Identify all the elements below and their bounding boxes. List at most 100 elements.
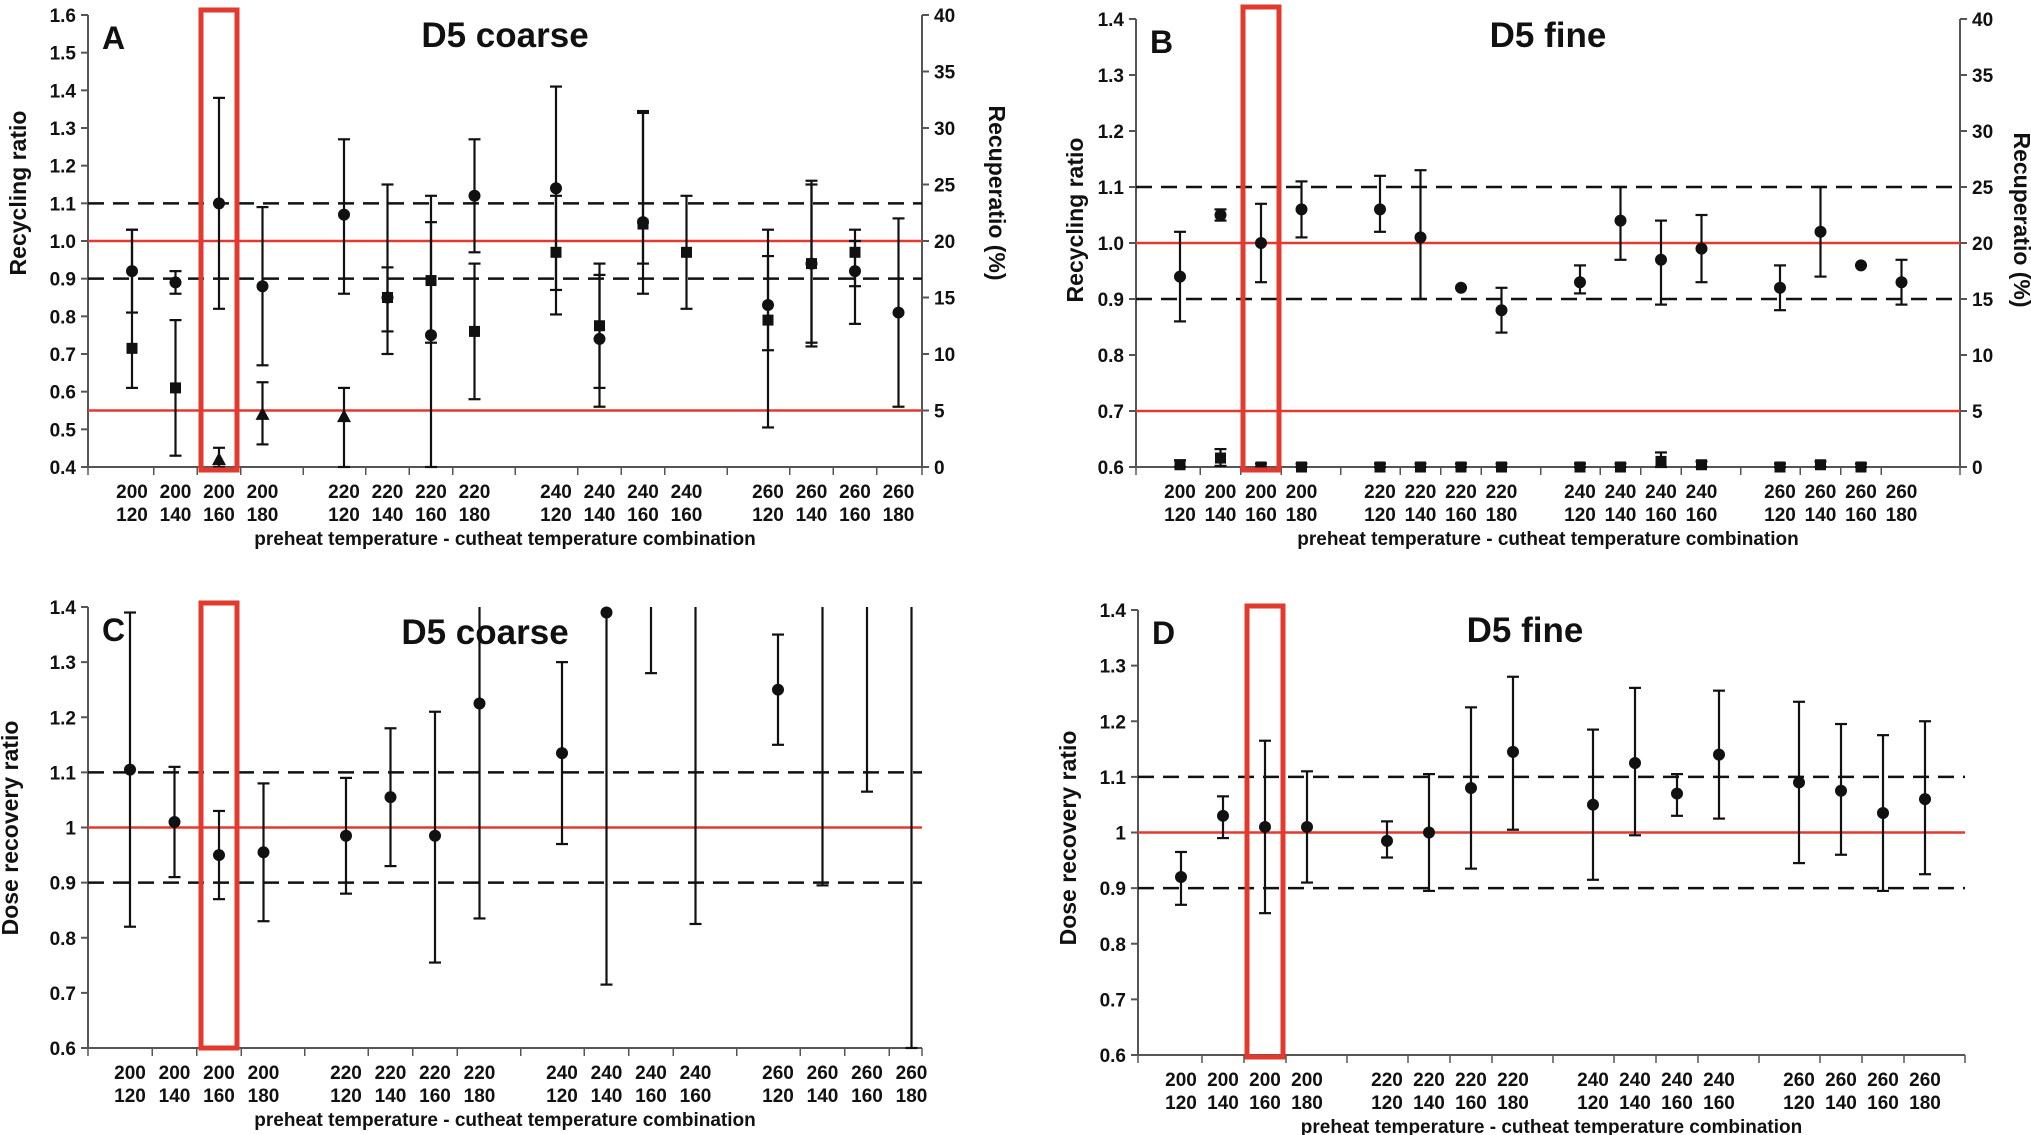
data-point-circle bbox=[1835, 784, 1847, 797]
chart-title: D5 coarse bbox=[421, 16, 588, 55]
data-point-circle bbox=[1671, 787, 1683, 800]
y-tick-label: 1.3 bbox=[50, 653, 76, 674]
y-tick-label: 0.6 bbox=[1098, 458, 1124, 479]
panel-label: A bbox=[102, 20, 125, 56]
x-category-label-bottom: 160 bbox=[851, 1086, 883, 1107]
y-axis-title: Dose recovery ratio bbox=[0, 721, 23, 936]
panel-label: C bbox=[102, 612, 125, 648]
y-right-tick-label: 15 bbox=[1972, 290, 1994, 311]
y-tick-label: 1.2 bbox=[50, 157, 76, 178]
y-tick-label: 1.3 bbox=[1100, 657, 1126, 678]
x-category-label-top: 260 bbox=[796, 482, 828, 503]
y-right-tick-label: 40 bbox=[934, 6, 955, 27]
y-right-tick-label: 35 bbox=[934, 63, 956, 84]
x-category-label-bottom: 140 bbox=[375, 1086, 407, 1107]
x-category-label-bottom: 180 bbox=[1886, 505, 1918, 526]
data-point-square bbox=[1255, 461, 1267, 473]
x-category-label-top: 200 bbox=[159, 1063, 191, 1084]
x-category-label-top: 260 bbox=[1783, 1070, 1815, 1091]
x-category-label-top: 220 bbox=[419, 1063, 451, 1084]
x-category-label-top: 260 bbox=[807, 1063, 839, 1084]
x-category-label-bottom: 140 bbox=[807, 1086, 839, 1107]
data-point-circle bbox=[772, 683, 784, 696]
y-right-tick-label: 0 bbox=[1972, 458, 1983, 479]
y-axis-title: Recycling ratio bbox=[5, 111, 31, 276]
x-category-label-bottom: 120 bbox=[1364, 505, 1396, 526]
x-category-label-bottom: 180 bbox=[1291, 1093, 1323, 1114]
x-category-label-bottom: 180 bbox=[1909, 1093, 1941, 1114]
x-category-label-top: 260 bbox=[1805, 482, 1837, 503]
y-tick-label: 0.9 bbox=[50, 270, 76, 291]
data-point-square bbox=[637, 218, 649, 230]
y-tick-label: 0.6 bbox=[50, 1039, 76, 1060]
x-category-label-bottom: 180 bbox=[883, 505, 915, 526]
x-category-label-bottom: 160 bbox=[1645, 505, 1677, 526]
data-point-circle bbox=[1507, 745, 1519, 758]
data-point-circle bbox=[429, 829, 441, 842]
x-category-label-top: 240 bbox=[584, 482, 616, 503]
x-category-label-bottom: 140 bbox=[591, 1086, 623, 1107]
y-tick-label: 1.4 bbox=[1098, 10, 1125, 31]
x-category-label-top: 240 bbox=[671, 482, 703, 503]
x-category-label-bottom: 140 bbox=[1825, 1093, 1857, 1114]
data-point-triangle bbox=[255, 406, 270, 420]
y-right-tick-label: 30 bbox=[934, 119, 955, 140]
x-category-label-top: 220 bbox=[1445, 482, 1477, 503]
x-category-label-top: 260 bbox=[1867, 1070, 1899, 1091]
y-right-tick-label: 25 bbox=[1972, 178, 1994, 199]
x-category-label-top: 220 bbox=[1455, 1070, 1487, 1091]
chart-title: D5 fine bbox=[1467, 611, 1584, 650]
x-category-label-top: 240 bbox=[1564, 482, 1596, 503]
y-tick-label: 1.3 bbox=[50, 119, 76, 140]
x-category-label-top: 200 bbox=[1205, 482, 1237, 503]
x-category-label-top: 240 bbox=[635, 1063, 667, 1084]
x-category-label-top: 200 bbox=[116, 482, 148, 503]
highlight-box bbox=[198, 7, 240, 473]
data-point-circle bbox=[1374, 203, 1386, 216]
x-category-label-top: 260 bbox=[752, 482, 784, 503]
data-point-square bbox=[1774, 461, 1786, 473]
x-category-label-bottom: 140 bbox=[796, 505, 828, 526]
data-point-circle bbox=[468, 189, 481, 202]
data-point-circle bbox=[1774, 281, 1786, 294]
data-point-circle bbox=[1217, 809, 1229, 822]
x-category-label-bottom: 120 bbox=[1165, 1093, 1197, 1114]
x-category-label-bottom: 160 bbox=[1445, 505, 1477, 526]
data-point-circle bbox=[1214, 209, 1227, 221]
x-category-label-bottom: 120 bbox=[762, 1086, 794, 1107]
data-point-square bbox=[1296, 461, 1307, 473]
x-category-label-bottom: 160 bbox=[415, 505, 447, 526]
y-right-tick-label: 20 bbox=[1972, 234, 1993, 255]
y-tick-label: 0.9 bbox=[50, 874, 76, 895]
highlight-box bbox=[1240, 4, 1282, 473]
data-point-square bbox=[382, 292, 393, 303]
data-point-circle bbox=[256, 280, 269, 293]
data-point-square bbox=[1215, 452, 1226, 464]
data-point-circle bbox=[1895, 276, 1908, 289]
y-tick-label: 0.6 bbox=[50, 383, 76, 404]
data-point-square bbox=[1574, 461, 1586, 473]
x-category-label-top: 260 bbox=[1764, 482, 1796, 503]
x-category-label-top: 200 bbox=[203, 1063, 235, 1084]
data-point-circle bbox=[169, 276, 182, 289]
x-category-label-bottom: 140 bbox=[1207, 1093, 1239, 1114]
y-tick-label: 0.7 bbox=[1100, 990, 1126, 1011]
x-category-label-bottom: 120 bbox=[1783, 1093, 1815, 1114]
x-category-label-bottom: 180 bbox=[248, 1086, 280, 1107]
data-point-circle bbox=[1614, 214, 1627, 227]
y-axis-right-title: Recuperatio (%) bbox=[984, 105, 1010, 280]
x-category-label-bottom: 160 bbox=[1845, 505, 1877, 526]
panel-a: 0.4 0.5 0.6 0.7 0.8 0.9 1.0 1.1 1.2 1.3 1.4 1.5 1.6 0… bbox=[5, 6, 1010, 550]
data-point-circle bbox=[340, 829, 352, 842]
data-point-circle bbox=[600, 606, 613, 619]
data-point-circle bbox=[213, 197, 225, 210]
x-category-label-bottom: 120 bbox=[1577, 1093, 1609, 1114]
data-point-circle bbox=[1877, 807, 1889, 820]
data-point-circle bbox=[1255, 237, 1267, 249]
y-tick-label: 1.1 bbox=[50, 763, 77, 784]
x-category-label-top: 260 bbox=[762, 1063, 794, 1084]
x-category-label-top: 260 bbox=[839, 482, 871, 503]
x-category-label-bottom: 180 bbox=[1497, 1093, 1529, 1114]
x-axis-title: preheat temperature - cutheat temperatur… bbox=[254, 1110, 756, 1131]
x-category-label-top: 260 bbox=[1909, 1070, 1941, 1091]
